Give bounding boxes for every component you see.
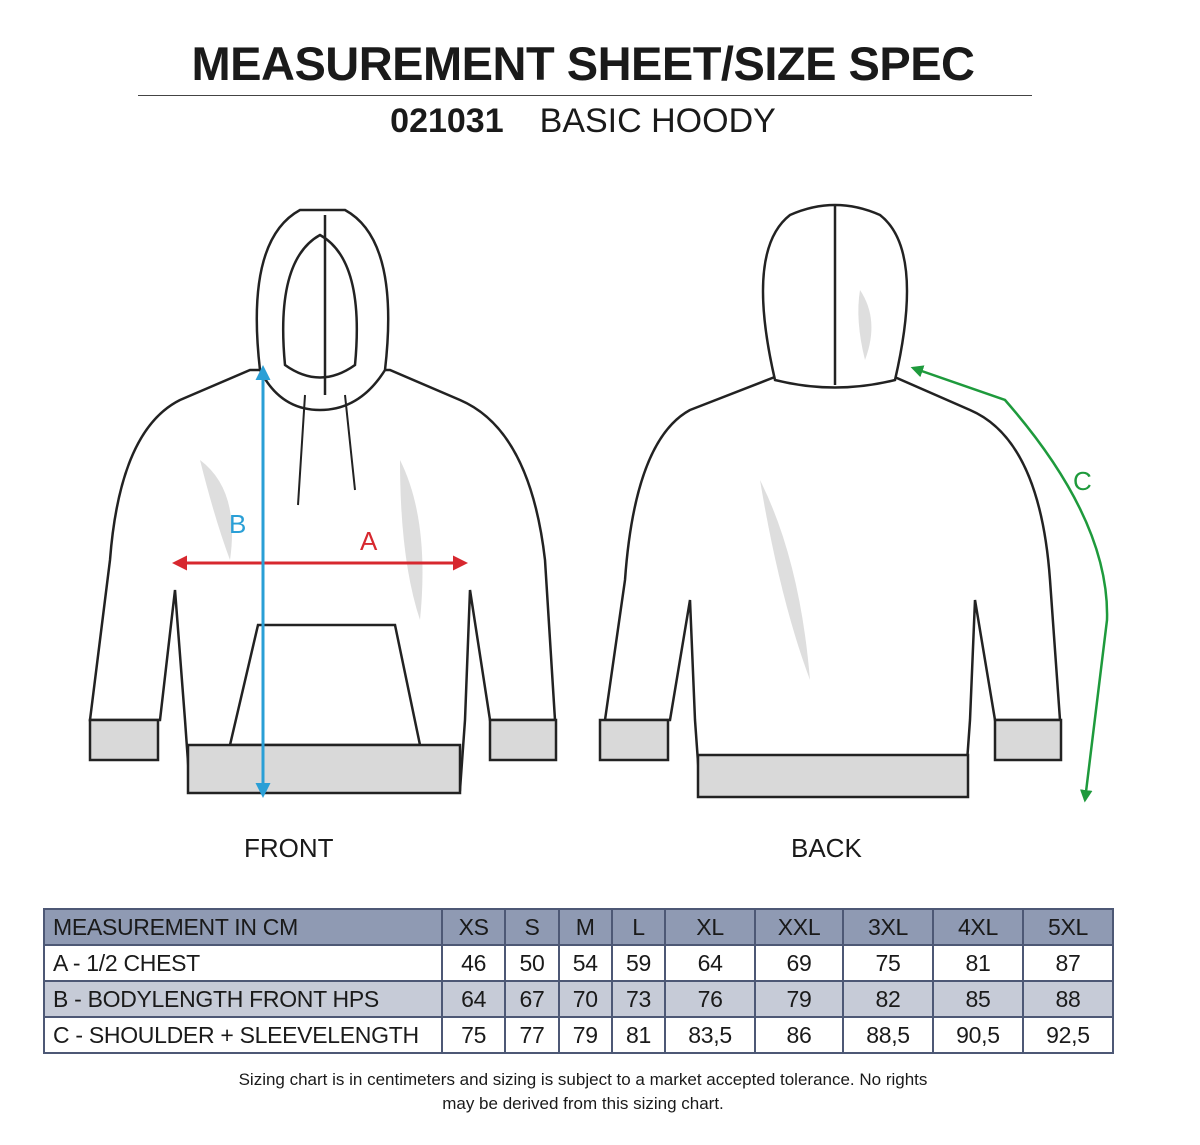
table-header-row: MEASUREMENT IN CM XS S M L XL XXL 3XL 4X… bbox=[43, 908, 1115, 946]
row-label: B - BODYLENGTH FRONT HPS bbox=[43, 980, 443, 1018]
cell-value: 90,5 bbox=[931, 1016, 1024, 1054]
cell-value: 73 bbox=[610, 980, 667, 1018]
cell-value: 76 bbox=[664, 980, 757, 1018]
size-header: 5XL bbox=[1021, 908, 1115, 946]
row-label: C - SHOULDER + SLEEVELENGTH bbox=[43, 1016, 443, 1054]
cell-value: 64 bbox=[440, 980, 507, 1018]
cell-value: 81 bbox=[610, 1016, 667, 1054]
size-header: XS bbox=[440, 908, 507, 946]
cell-value: 77 bbox=[504, 1016, 560, 1054]
marker-b: B bbox=[229, 509, 246, 539]
title-divider bbox=[138, 95, 1032, 96]
cell-value: 88 bbox=[1021, 980, 1115, 1018]
cell-value: 86 bbox=[754, 1016, 845, 1054]
cell-value: 83,5 bbox=[664, 1016, 757, 1054]
product-name: BASIC HOODY bbox=[539, 102, 776, 140]
measure-c-line bbox=[910, 365, 1109, 803]
table-row: B - BODYLENGTH FRONT HPS 64 67 70 73 76 79 82 85… bbox=[43, 980, 1115, 1018]
size-header: 4XL bbox=[931, 908, 1024, 946]
front-shading bbox=[200, 460, 423, 620]
size-header: 3XL bbox=[842, 908, 934, 946]
cell-value: 67 bbox=[504, 980, 560, 1018]
footnote-line: Sizing chart is in centimeters and sizin… bbox=[238, 1070, 928, 1089]
cell-value: 87 bbox=[1021, 944, 1115, 982]
header-measurement: MEASUREMENT IN CM bbox=[43, 908, 443, 946]
cell-value: 69 bbox=[754, 944, 845, 982]
marker-c: C bbox=[1073, 466, 1092, 496]
cell-value: 75 bbox=[440, 1016, 507, 1054]
size-table: MEASUREMENT IN CM XS S M L XL XXL 3XL 4X… bbox=[43, 908, 1115, 1054]
cell-value: 64 bbox=[664, 944, 757, 982]
footnote-line: may be derived from this sizing chart. bbox=[442, 1094, 724, 1113]
cell-value: 70 bbox=[557, 980, 613, 1018]
cell-value: 82 bbox=[842, 980, 934, 1018]
size-header: XL bbox=[664, 908, 757, 946]
cell-value: 79 bbox=[557, 1016, 613, 1054]
table-row: C - SHOULDER + SLEEVELENGTH 75 77 79 81 83,5 8… bbox=[43, 1016, 1115, 1054]
front-label: FRONT bbox=[244, 833, 334, 863]
cell-value: 81 bbox=[931, 944, 1024, 982]
cell-value: 88,5 bbox=[842, 1016, 934, 1054]
size-header: L bbox=[610, 908, 667, 946]
table-row: A - 1/2 CHEST 46 50 54 59 64 69 75 81 87 bbox=[43, 944, 1115, 982]
cell-value: 85 bbox=[931, 980, 1024, 1018]
front-hoodie bbox=[88, 208, 558, 795]
footnote: Sizing chart is in centimeters and sizin… bbox=[0, 1068, 1166, 1116]
cell-value: 46 bbox=[440, 944, 507, 982]
back-shading bbox=[760, 290, 872, 680]
size-header: XXL bbox=[754, 908, 845, 946]
product-code: 021031 bbox=[390, 102, 504, 140]
size-header: S bbox=[504, 908, 560, 946]
marker-a: A bbox=[360, 526, 378, 556]
product-subtitle: 021031 BASIC HOODY bbox=[0, 102, 1166, 141]
page-title: MEASUREMENT SHEET/SIZE SPEC bbox=[191, 37, 976, 90]
size-header: M bbox=[557, 908, 613, 946]
cell-value: 54 bbox=[557, 944, 613, 982]
back-hoodie bbox=[598, 203, 1063, 799]
hoodie-illustrations: A B C bbox=[88, 203, 1109, 803]
cell-value: 59 bbox=[610, 944, 667, 982]
cell-value: 92,5 bbox=[1021, 1016, 1115, 1054]
cell-value: 50 bbox=[504, 944, 560, 982]
back-label: BACK bbox=[791, 833, 862, 863]
cell-value: 75 bbox=[842, 944, 934, 982]
row-label: A - 1/2 CHEST bbox=[43, 944, 443, 982]
cell-value: 79 bbox=[754, 980, 845, 1018]
